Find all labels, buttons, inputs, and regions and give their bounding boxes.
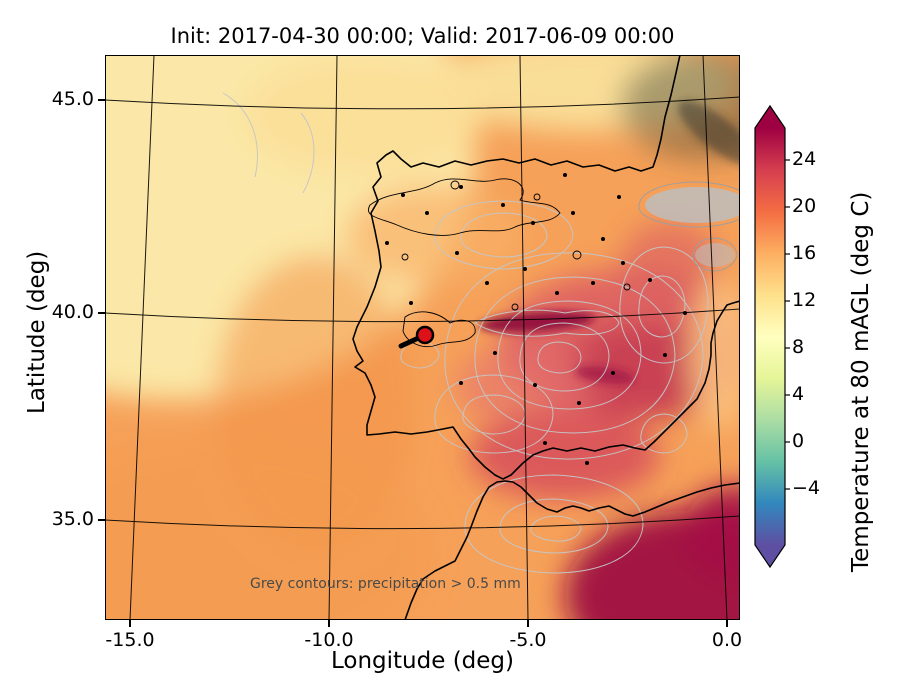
colorbar-outline <box>754 104 786 569</box>
x-tick-label: -5.0 <box>509 629 547 651</box>
colorbar <box>754 104 790 569</box>
precip-filled-areas <box>645 187 740 267</box>
colorbar-top-arrow <box>755 106 785 128</box>
precipitation-contours <box>222 92 740 574</box>
colorbar-tick-label: 0 <box>792 430 805 452</box>
colorbar-tick-marks <box>785 159 790 490</box>
colorbar-bottom-arrow <box>755 545 785 567</box>
y-tick-mark <box>98 519 105 521</box>
colorbar-tick-label: −4 <box>792 477 821 499</box>
x-tick-label: -15.0 <box>105 629 155 651</box>
x-tick-mark <box>328 620 330 627</box>
y-tick-mark <box>98 99 105 101</box>
colorbar-tick-label: 16 <box>792 242 817 264</box>
y-tick-label: 45.0 <box>51 88 94 110</box>
colorbar-tick-label: 8 <box>792 336 805 358</box>
colorbar-tick-label: 12 <box>792 289 817 311</box>
colorbar-tick-label: 20 <box>792 195 817 217</box>
coastline-paths <box>352 55 740 620</box>
graticule-lines <box>105 55 740 620</box>
y-tick-label: 35.0 <box>51 508 94 530</box>
black-contours <box>368 178 631 348</box>
africa-coastline <box>404 480 740 620</box>
colorbar-gradient <box>755 128 785 545</box>
x-tick-label: -10.0 <box>304 629 354 651</box>
x-tick-label: 0.0 <box>711 629 743 651</box>
figure-title: Init: 2017-04-30 00:00; Valid: 2017-06-0… <box>170 24 675 48</box>
iberia-france-coastline <box>352 55 740 480</box>
map-canvas <box>105 55 740 620</box>
plot-frame <box>105 55 740 620</box>
y-tick-label: 40.0 <box>51 301 94 323</box>
y-tick-mark <box>98 312 105 314</box>
colorbar-tick-label: 4 <box>792 383 805 405</box>
colorbar-label: Temperature at 80 mAGL (deg C) <box>848 191 874 572</box>
colorbar-tick-label: 24 <box>792 148 817 170</box>
x-tick-mark <box>527 620 529 627</box>
temperature-field <box>105 55 740 620</box>
site-marker-group <box>398 325 435 349</box>
map-annotation: Grey contours: precipitation > 0.5 mm <box>250 576 521 592</box>
y-axis-label: Latitude (deg) <box>24 250 50 414</box>
site-marker <box>415 325 435 345</box>
x-axis-label: Longitude (deg) <box>330 648 514 674</box>
x-tick-mark <box>726 620 728 627</box>
x-tick-mark <box>129 620 131 627</box>
station-dots <box>385 173 687 465</box>
